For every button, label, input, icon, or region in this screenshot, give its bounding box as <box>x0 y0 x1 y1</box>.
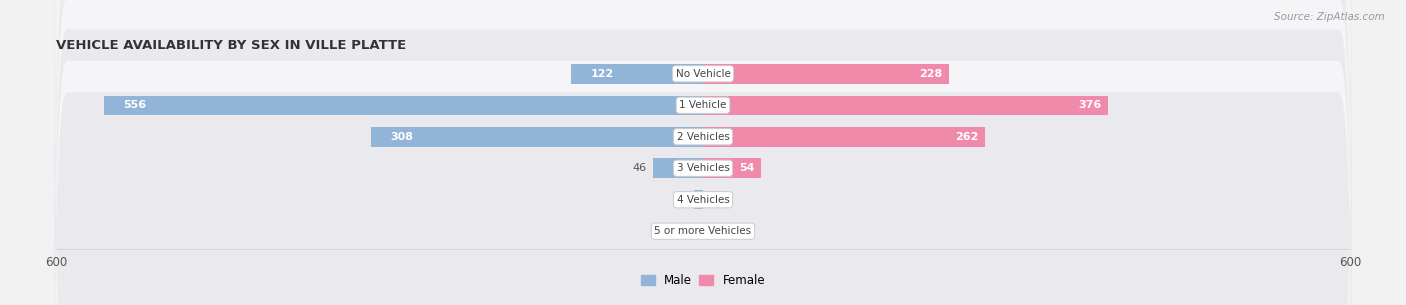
Text: VEHICLE AVAILABILITY BY SEX IN VILLE PLATTE: VEHICLE AVAILABILITY BY SEX IN VILLE PLA… <box>56 39 406 52</box>
Text: 54: 54 <box>740 163 755 173</box>
Bar <box>571 64 703 84</box>
Text: Source: ZipAtlas.com: Source: ZipAtlas.com <box>1274 12 1385 22</box>
Text: 2 Vehicles: 2 Vehicles <box>676 132 730 142</box>
Text: 46: 46 <box>633 163 647 173</box>
FancyBboxPatch shape <box>53 0 1353 305</box>
Bar <box>371 127 703 146</box>
Text: 3 Vehicles: 3 Vehicles <box>676 163 730 173</box>
Bar <box>703 127 986 146</box>
Text: 0: 0 <box>710 195 717 205</box>
Bar <box>703 159 761 178</box>
Text: 5: 5 <box>681 195 688 205</box>
FancyBboxPatch shape <box>53 0 1353 305</box>
Bar <box>695 190 703 210</box>
FancyBboxPatch shape <box>53 0 1353 305</box>
Bar <box>654 159 703 178</box>
Text: 376: 376 <box>1078 100 1102 110</box>
Legend: Male, Female: Male, Female <box>641 274 765 287</box>
FancyBboxPatch shape <box>53 0 1353 305</box>
Bar <box>703 95 1108 115</box>
Text: 4 Vehicles: 4 Vehicles <box>676 195 730 205</box>
FancyBboxPatch shape <box>53 0 1353 305</box>
Text: No Vehicle: No Vehicle <box>675 69 731 79</box>
Text: 556: 556 <box>124 100 146 110</box>
Text: 228: 228 <box>920 69 942 79</box>
Text: 0: 0 <box>710 226 717 236</box>
Bar <box>703 64 949 84</box>
Text: 308: 308 <box>391 132 413 142</box>
Text: 0: 0 <box>689 226 696 236</box>
Text: 122: 122 <box>591 69 614 79</box>
Text: 1 Vehicle: 1 Vehicle <box>679 100 727 110</box>
Text: 262: 262 <box>956 132 979 142</box>
Bar <box>104 95 703 115</box>
FancyBboxPatch shape <box>53 0 1353 305</box>
Text: 5 or more Vehicles: 5 or more Vehicles <box>654 226 752 236</box>
